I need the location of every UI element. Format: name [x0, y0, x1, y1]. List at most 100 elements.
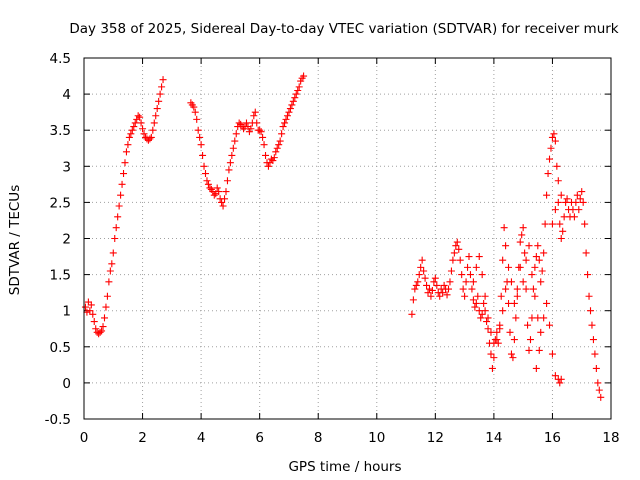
data-point [587, 307, 595, 315]
data-point [260, 141, 268, 149]
data-point [127, 130, 135, 138]
data-point [450, 249, 458, 257]
data-point [247, 125, 255, 133]
data-point [472, 263, 480, 271]
data-point [531, 263, 539, 271]
data-point [294, 86, 302, 94]
data-point [480, 299, 488, 307]
data-point [562, 198, 570, 206]
data-point [557, 191, 565, 199]
data-point [424, 289, 432, 297]
data-point [592, 364, 600, 372]
data-point [412, 281, 420, 289]
data-point [222, 188, 230, 196]
y-tick-label: -0.5 [45, 412, 71, 428]
data-point [115, 202, 123, 210]
data-point [200, 162, 208, 170]
data-point [415, 271, 423, 279]
data-point [150, 119, 158, 127]
data-point [232, 130, 240, 138]
data-point [300, 72, 308, 80]
data-point [440, 281, 448, 289]
data-point [471, 303, 479, 311]
data-point [430, 278, 438, 286]
data-point [439, 289, 447, 297]
data-point [505, 263, 513, 271]
data-point [219, 202, 227, 210]
data-point [484, 325, 492, 333]
x-tick-label: 0 [80, 430, 89, 446]
data-point [125, 133, 133, 141]
data-point [225, 166, 233, 174]
data-point [283, 112, 291, 120]
data-point [279, 123, 287, 131]
data-point [221, 195, 229, 203]
data-point [551, 206, 559, 214]
data-point [550, 130, 558, 138]
data-point [500, 224, 508, 232]
x-tick-label: 6 [255, 430, 264, 446]
data-point [229, 144, 237, 152]
data-point [525, 242, 533, 250]
data-point [475, 307, 483, 315]
data-point [193, 115, 201, 123]
data-point [579, 198, 587, 206]
data-point [551, 372, 559, 380]
data-point [548, 133, 556, 141]
data-point [445, 285, 453, 293]
data-point [481, 307, 489, 315]
data-point [534, 242, 542, 250]
data-point [124, 141, 132, 149]
data-point [114, 213, 122, 221]
data-point [153, 105, 161, 113]
y-tick-label: 2 [62, 232, 71, 248]
data-point [563, 195, 571, 203]
data-point [469, 296, 477, 304]
data-point [90, 318, 98, 326]
data-point [446, 278, 454, 286]
data-point [272, 148, 280, 156]
data-point [202, 170, 210, 178]
data-point [447, 267, 455, 275]
data-point [540, 249, 548, 257]
data-point [156, 90, 164, 98]
data-point [197, 141, 205, 149]
data-point [251, 108, 259, 116]
x-tick-label: 8 [314, 430, 323, 446]
data-point [507, 350, 515, 358]
data-point [538, 267, 546, 275]
series-3 [408, 130, 605, 401]
data-point [421, 274, 429, 282]
data-point [484, 314, 492, 322]
data-point [278, 130, 286, 138]
data-point [102, 303, 110, 311]
data-point [273, 144, 281, 152]
data-point [203, 177, 211, 185]
x-tick-label: 2 [138, 430, 147, 446]
data-point [291, 94, 299, 102]
data-point [436, 292, 444, 300]
data-point [466, 271, 474, 279]
data-point [513, 285, 521, 293]
data-point [591, 350, 599, 358]
data-point [228, 151, 236, 159]
data-point [131, 119, 139, 127]
data-point [578, 188, 586, 196]
data-point [488, 364, 496, 372]
data-point [546, 321, 554, 329]
data-point [121, 159, 129, 167]
data-point [516, 238, 524, 246]
data-point [493, 336, 501, 344]
data-point [449, 256, 457, 264]
data-point [535, 346, 543, 354]
data-point [519, 224, 527, 232]
data-point [575, 206, 583, 214]
data-point [524, 321, 532, 329]
data-point [206, 184, 214, 192]
data-point [137, 119, 145, 127]
data-point [477, 314, 485, 322]
data-point [522, 285, 530, 293]
data-point [414, 278, 422, 286]
data-point [105, 278, 113, 286]
